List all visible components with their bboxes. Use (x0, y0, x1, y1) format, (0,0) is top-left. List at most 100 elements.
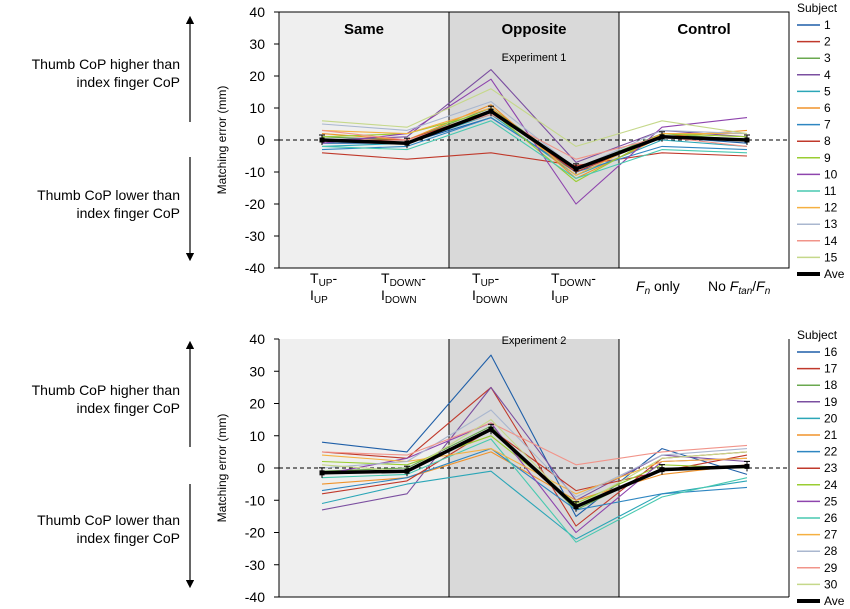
region-label-control: Control (677, 21, 730, 38)
legend-label: 2 (824, 35, 831, 49)
legend-label: 16 (824, 345, 838, 359)
legend-label: 8 (824, 134, 831, 148)
condition-label-tup-iup: TUP-IUP (310, 270, 337, 306)
series-line-subject-28 (321, 409, 748, 498)
condition-labels: TUP-IUP TDOWN-IDOWN TUP-IDOWN TDOWN-IUP … (310, 270, 771, 306)
y-tick-label: -20 (245, 525, 265, 541)
legend-label: 4 (824, 68, 831, 82)
condition-label-no-ftan-fn: No Ftan/Fn (708, 278, 771, 297)
y-axis-label: Matching error (mm) (215, 414, 229, 523)
legend-label: 7 (824, 118, 831, 132)
legend-label: 3 (824, 51, 831, 65)
series-line-subject-20 (321, 470, 748, 540)
legend-label: 22 (824, 445, 838, 459)
series-line-subject-15 (321, 88, 748, 147)
condition-label-tdown-idown: TDOWN-IDOWN (381, 270, 426, 306)
annotation-lower-line1: Thumb CoP lower than (37, 187, 180, 203)
panel-experiment-1: Same Opposite Control Experiment 1 -40 -3… (215, 1, 845, 281)
series-group (319, 69, 750, 205)
series-line-subject-22 (321, 448, 748, 511)
average-point (659, 134, 665, 140)
legend-label: 29 (824, 561, 838, 575)
y-tick-label: 0 (257, 132, 265, 148)
y-tick-label: -10 (245, 164, 265, 180)
series-line-subject-29 (321, 422, 748, 466)
average-point (319, 470, 325, 476)
y-tick-label: -40 (245, 260, 265, 276)
region-label-same: Same (344, 21, 384, 38)
legend-label: 27 (824, 528, 838, 542)
average-point (744, 463, 750, 469)
panel-experiment-2: Experiment 2 -40 -30 -20 -10 0 10 20 30 40 Match… (215, 328, 845, 608)
legend-title: Subject (797, 1, 838, 15)
average-point (404, 468, 410, 474)
series-line-subject-11 (321, 120, 748, 179)
legend-label: 24 (824, 478, 838, 492)
y-tick-label: -10 (245, 492, 265, 508)
legend-title: Subject (797, 328, 838, 342)
legend-label: 17 (824, 362, 838, 376)
y-tick-label: 40 (249, 4, 265, 20)
region-label-opposite: Opposite (501, 21, 566, 38)
y-tick-label: -30 (245, 228, 265, 244)
average-point (319, 137, 325, 143)
y-axis: -40 -30 -20 -10 0 10 20 30 40 (245, 4, 280, 276)
legend-label: 19 (824, 395, 838, 409)
series-line-subject-26 (321, 438, 748, 543)
annotation-higher-line2: index finger CoP (76, 74, 180, 90)
average-point (573, 166, 579, 172)
series-line-subject-2 (321, 152, 748, 167)
y-tick-label: 30 (249, 36, 265, 52)
y-tick-label: 20 (249, 68, 265, 84)
legend-label: 21 (824, 428, 838, 442)
annotations-top: Thumb CoP higher than index finger CoP T… (32, 15, 195, 262)
series-line-subject-21 (321, 451, 748, 501)
annotation-higher-line1: Thumb CoP higher than (32, 382, 180, 398)
average-point (744, 137, 750, 143)
y-tick-label: 40 (249, 331, 265, 347)
y-tick-label: 30 (249, 363, 265, 379)
legend-label-average: Ave (824, 594, 845, 608)
y-tick-label: -40 (245, 589, 265, 605)
legend-label: 14 (824, 234, 838, 248)
average-point (404, 140, 410, 146)
y-axis-label: Matching error (mm) (215, 86, 229, 195)
y-tick-label: -30 (245, 557, 265, 573)
legend-label: 26 (824, 511, 838, 525)
series-line-average (321, 427, 748, 509)
legend-label: 20 (824, 411, 838, 425)
annotation-lower-line2: index finger CoP (76, 205, 180, 221)
legend-label: 5 (824, 84, 831, 98)
legend-label: 12 (824, 201, 838, 215)
y-tick-label: 0 (257, 460, 265, 476)
legend: Subject 16 17 18 19 20 21 22 23 24 25 26 27 28 29 30 Ave (797, 328, 845, 608)
condition-label-tup-idown: TUP-IDOWN (472, 270, 508, 306)
legend-label: 10 (824, 167, 838, 181)
legend-label: 18 (824, 378, 838, 392)
condition-label-tdown-iup: TDOWN-IUP (551, 270, 596, 306)
annotation-lower-line1: Thumb CoP lower than (37, 512, 180, 528)
chart-title-experiment-1: Experiment 1 (502, 52, 567, 64)
legend-label: 9 (824, 151, 831, 165)
y-tick-label: 10 (249, 428, 265, 444)
y-tick-label: 10 (249, 100, 265, 116)
legend-label: 28 (824, 544, 838, 558)
annotation-lower-line2: index finger CoP (76, 530, 180, 546)
average-point (659, 467, 665, 473)
legend-label: 13 (824, 217, 838, 231)
legend-label: 30 (824, 577, 838, 591)
y-tick-label: -20 (245, 196, 265, 212)
series-group (319, 354, 750, 543)
annotations-bottom: Thumb CoP higher than index finger CoP T… (32, 340, 195, 589)
average-point (488, 426, 494, 432)
legend-label: 15 (824, 250, 838, 264)
annotation-higher-line2: index finger CoP (76, 400, 180, 416)
average-point (573, 504, 579, 510)
legend-label: 25 (824, 494, 838, 508)
series-line-subject-13 (321, 101, 748, 170)
legend-label: 23 (824, 461, 838, 475)
condition-label-fn-only: Fn only (636, 278, 680, 297)
series-line-subject-27 (321, 448, 748, 495)
